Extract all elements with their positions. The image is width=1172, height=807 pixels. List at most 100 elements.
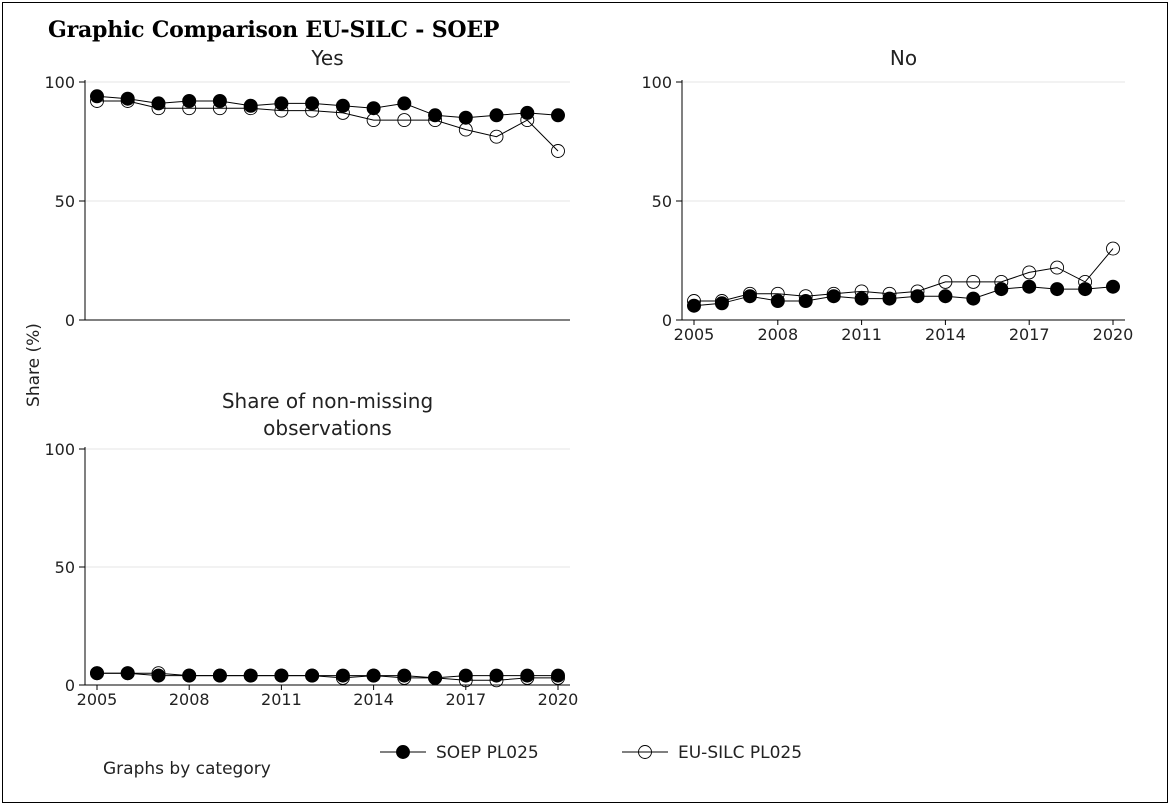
data-point bbox=[243, 98, 258, 113]
series-line bbox=[694, 248, 1114, 302]
data-point bbox=[489, 129, 504, 144]
legend-marker bbox=[396, 745, 410, 759]
y-tick-label: 50 bbox=[55, 192, 75, 211]
series-line bbox=[97, 672, 558, 679]
y-tick-label: 100 bbox=[641, 73, 672, 92]
data-point bbox=[489, 108, 504, 123]
data-point bbox=[90, 666, 104, 681]
data-point bbox=[910, 289, 925, 304]
y-tick-label: 0 bbox=[65, 676, 75, 695]
x-tick-label: 2020 bbox=[1093, 325, 1134, 344]
data-point bbox=[1050, 260, 1065, 275]
data-point bbox=[854, 291, 869, 306]
series-line bbox=[96, 95, 559, 119]
x-tick-label: 2011 bbox=[841, 325, 882, 344]
data-point bbox=[1050, 282, 1065, 297]
data-point bbox=[305, 668, 320, 683]
data-point bbox=[305, 96, 320, 111]
data-point bbox=[274, 668, 289, 683]
y-tick-label: 50 bbox=[55, 558, 75, 577]
data-point bbox=[151, 668, 166, 683]
data-point bbox=[489, 668, 504, 683]
data-point bbox=[1106, 241, 1120, 256]
legend-label: EU-SILC PL025 bbox=[678, 743, 802, 763]
legend: SOEP PL025 EU-SILC PL025 bbox=[380, 743, 802, 763]
data-point bbox=[397, 668, 412, 683]
data-point bbox=[212, 94, 227, 108]
data-point bbox=[428, 108, 443, 123]
panel-title: observations bbox=[263, 416, 392, 440]
panel-title: Share of non-missing bbox=[222, 389, 433, 413]
panel-title: No bbox=[890, 46, 917, 70]
x-tick-label: 2020 bbox=[538, 690, 579, 709]
data-point bbox=[770, 294, 785, 308]
data-point bbox=[1022, 279, 1037, 294]
data-point bbox=[551, 668, 565, 683]
data-point bbox=[335, 98, 350, 113]
data-point bbox=[966, 291, 981, 306]
data-point bbox=[938, 274, 953, 289]
data-point bbox=[335, 668, 350, 683]
legend-marker bbox=[638, 745, 652, 759]
data-point bbox=[428, 670, 443, 685]
data-point bbox=[366, 101, 381, 116]
data-point bbox=[151, 96, 166, 111]
y-tick-label: 100 bbox=[44, 73, 75, 92]
data-point bbox=[742, 289, 757, 304]
data-point bbox=[520, 668, 535, 683]
data-point bbox=[182, 668, 197, 683]
data-point bbox=[212, 668, 227, 683]
data-point bbox=[938, 289, 953, 304]
legend-label: SOEP PL025 bbox=[436, 743, 539, 763]
data-point bbox=[120, 91, 135, 106]
x-tick-label: 2014 bbox=[925, 325, 966, 344]
y-tick-label: 0 bbox=[662, 311, 672, 330]
series-line bbox=[693, 286, 1114, 307]
data-point bbox=[966, 274, 981, 289]
page-title: Graphic Comparison EU-SILC - SOEP bbox=[48, 17, 500, 43]
data-point bbox=[274, 96, 289, 111]
y-tick-label: 0 bbox=[65, 311, 75, 330]
legend-item: SOEP PL025 bbox=[380, 743, 539, 763]
data-point bbox=[458, 110, 473, 125]
data-point bbox=[182, 94, 197, 108]
x-tick-label: 2014 bbox=[353, 690, 394, 709]
legend-item: EU-SILC PL025 bbox=[622, 743, 802, 763]
x-tick-label: 2005 bbox=[674, 325, 715, 344]
data-point bbox=[397, 96, 412, 111]
data-point bbox=[551, 144, 565, 158]
x-tick-label: 2005 bbox=[77, 690, 118, 709]
x-tick-label: 2017 bbox=[1009, 325, 1050, 344]
data-point bbox=[90, 89, 104, 104]
y-tick-label: 50 bbox=[652, 192, 672, 211]
x-tick-label: 2008 bbox=[169, 690, 210, 709]
panel-3: Share of non-missing observations 0 50 100 20… bbox=[44, 389, 578, 709]
data-point bbox=[1022, 265, 1037, 280]
y-axis-label: Share (%) bbox=[24, 323, 44, 407]
data-point bbox=[1106, 279, 1120, 294]
data-point bbox=[397, 113, 412, 128]
graphs-by-note: Graphs by category bbox=[103, 759, 271, 779]
data-point bbox=[520, 105, 535, 120]
panel-1: Yes 0 50 100 bbox=[44, 46, 570, 330]
data-point bbox=[882, 291, 897, 306]
panel-title: Yes bbox=[310, 46, 343, 70]
x-tick-label: 2011 bbox=[261, 690, 302, 709]
panel-2: No 0 50 100 2005 2008 2011 2014 2017 2020 bbox=[641, 46, 1133, 344]
y-tick-label: 100 bbox=[44, 440, 75, 459]
x-tick-label: 2017 bbox=[445, 690, 486, 709]
data-point bbox=[994, 282, 1009, 297]
x-tick-label: 2008 bbox=[757, 325, 798, 344]
chart-panels: Yes 0 50 100 No 0 50 100 2005 2008 2011 2014 2017 202… bbox=[44, 46, 1133, 709]
data-point bbox=[714, 296, 729, 311]
data-point bbox=[687, 298, 701, 313]
data-point bbox=[798, 294, 813, 308]
data-point bbox=[243, 668, 258, 683]
data-point bbox=[551, 108, 565, 123]
data-point bbox=[458, 668, 473, 683]
data-point bbox=[826, 289, 841, 304]
data-point bbox=[120, 666, 135, 681]
series-line bbox=[97, 100, 559, 152]
